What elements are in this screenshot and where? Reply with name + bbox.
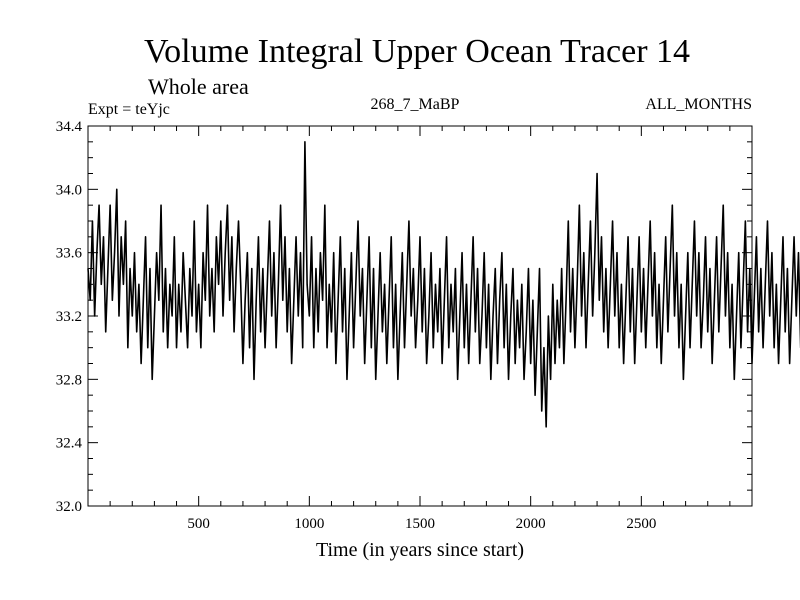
y-tick-label: 32.4 xyxy=(56,436,83,452)
chart-subtitle: Whole area xyxy=(148,74,249,99)
y-tick-label: 32.8 xyxy=(56,372,82,388)
months-label: ALL_MONTHS xyxy=(645,96,752,113)
x-tick-label: 2500 xyxy=(626,516,656,532)
experiment-label: Expt = teYjc xyxy=(88,101,170,118)
axis-ticks xyxy=(88,126,752,506)
y-tick-label: 34.0 xyxy=(56,182,82,198)
run-label: 268_7_MaBP xyxy=(371,96,460,113)
x-tick-label: 500 xyxy=(187,516,210,532)
y-tick-label: 33.2 xyxy=(56,309,82,325)
x-tick-label: 1500 xyxy=(405,516,435,532)
x-tick-label: 2000 xyxy=(516,516,546,532)
x-axis-title: Time (in years since start) xyxy=(316,539,524,561)
axis-tick-labels: 500 1000 1500 2000 2500 32.0 32.4 32.8 33.2 33.6 3… xyxy=(56,119,657,532)
series-line xyxy=(87,141,800,428)
y-tick-label: 33.6 xyxy=(56,246,83,262)
plot-frame xyxy=(87,125,753,507)
y-tick-label: 32.0 xyxy=(56,499,82,515)
x-tick-label: 1000 xyxy=(294,516,324,532)
y-tick-label: 34.4 xyxy=(56,119,83,135)
series-group xyxy=(87,141,800,428)
chart-title: Volume Integral Upper Ocean Tracer 14 xyxy=(144,33,690,70)
